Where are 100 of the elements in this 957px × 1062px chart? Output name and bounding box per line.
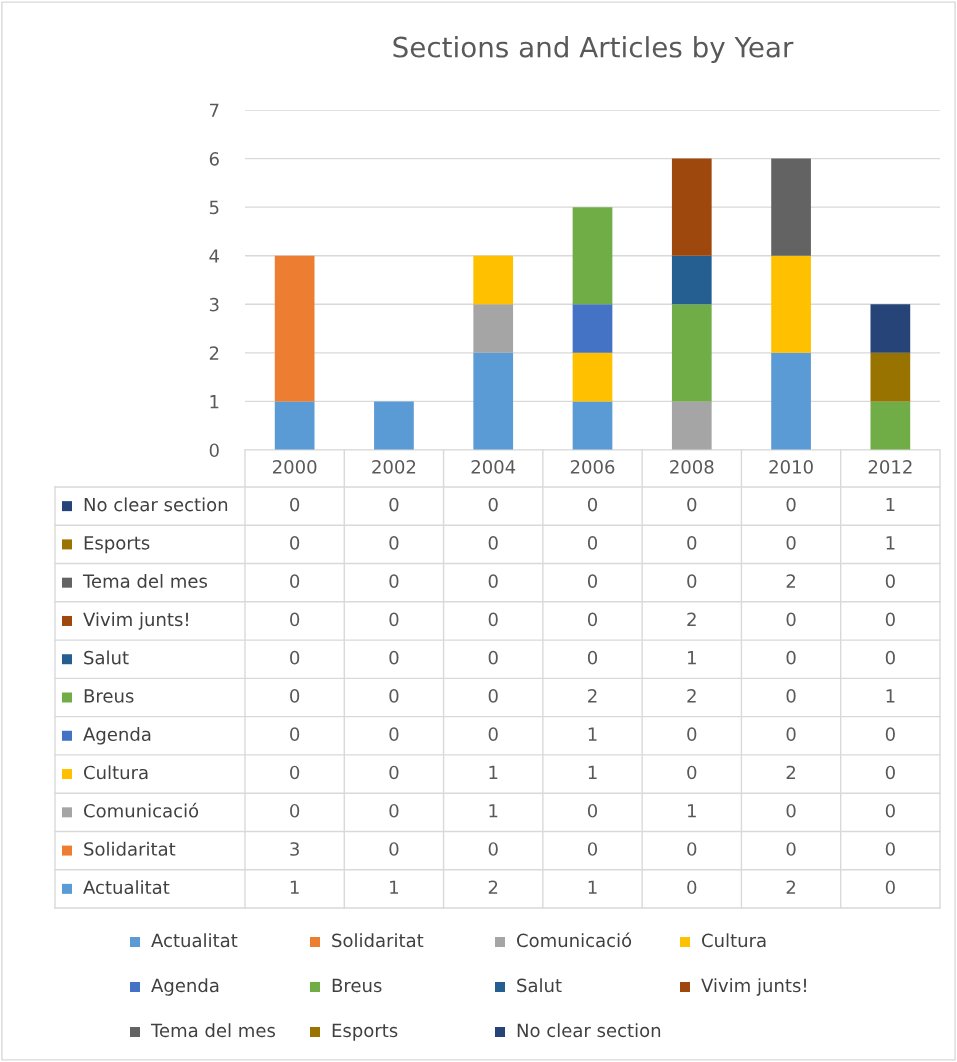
x-tick-label: 2006	[570, 460, 615, 474]
data-label: 2	[786, 880, 796, 894]
data-label: 0	[290, 535, 300, 550]
data-label: 0	[687, 880, 697, 895]
data-label: 0	[687, 535, 697, 550]
bar	[473, 255, 514, 305]
data-label: 2	[786, 574, 796, 588]
bar	[771, 158, 811, 256]
data-label: 1	[688, 651, 696, 665]
legend-label: Actualitat	[83, 880, 170, 895]
data-label: 0	[290, 765, 300, 780]
data-label: 2	[687, 689, 696, 703]
data-label: 0	[389, 689, 399, 703]
data-label: 1	[489, 804, 498, 818]
bar	[771, 255, 811, 353]
data-label: 1	[290, 880, 299, 894]
bar	[274, 401, 315, 450]
text: Actualitat	[151, 933, 238, 948]
bar	[870, 304, 911, 353]
data-label: 0	[389, 765, 399, 780]
chart-title: Sections and Articles by Year	[393, 36, 794, 63]
data-label: 0	[786, 842, 796, 856]
bar	[572, 401, 613, 450]
y-tick-label: 7	[209, 103, 219, 117]
x-tick-label: 2002	[372, 460, 416, 474]
text: Salut	[517, 978, 562, 993]
y-tick-label: 1	[210, 395, 219, 409]
data-label: 0	[488, 535, 498, 550]
text: Agenda	[151, 978, 219, 996]
legend-label: Salut	[84, 650, 129, 665]
bar	[671, 304, 712, 402]
data-label: 0	[389, 535, 399, 550]
legend-label: Vivim junts!	[83, 612, 188, 630]
y-tick-label: 0	[209, 443, 219, 458]
data-label: 1	[588, 880, 597, 894]
data-label: 0	[389, 612, 399, 627]
data-label: 0	[687, 574, 697, 588]
bar	[572, 352, 613, 402]
data-label: 0	[786, 650, 796, 665]
data-label: 0	[885, 803, 895, 818]
data-label: 0	[389, 650, 399, 665]
data-label: 0	[885, 765, 895, 780]
bar	[374, 401, 414, 450]
text: Cultura	[702, 933, 766, 948]
data-label: 0	[488, 727, 498, 742]
data-label: 0	[389, 842, 399, 856]
data-label: 0	[488, 842, 498, 856]
text: No clear section	[517, 1023, 661, 1038]
legend-label: Breus	[84, 689, 134, 703]
y-tick-label: 6	[209, 152, 219, 166]
bar	[671, 255, 712, 305]
x-tick-label: 2012	[868, 460, 912, 474]
text: Solidaritat	[332, 933, 424, 948]
bar	[671, 401, 712, 450]
bar	[870, 352, 911, 402]
data-label: 0	[488, 574, 498, 588]
data-label: 0	[885, 574, 895, 588]
data-label: 0	[290, 803, 300, 818]
data-label: 0	[587, 842, 598, 856]
bar	[473, 352, 514, 450]
y-tick-label: 3	[209, 297, 219, 312]
data-label: 0	[687, 727, 697, 742]
y-tick-label: 2	[209, 346, 219, 360]
bar	[572, 304, 613, 353]
data-label: 0	[290, 727, 300, 742]
data-label: 0	[687, 765, 697, 780]
data-label: 1	[588, 727, 597, 741]
data-label: 1	[489, 765, 498, 780]
data-label: 0	[389, 803, 399, 818]
data-label: 0	[290, 612, 300, 627]
bar	[671, 158, 712, 256]
data-label: 0	[389, 497, 399, 512]
text: Esports	[332, 1023, 398, 1041]
data-label: 1	[886, 689, 895, 703]
legend-label: Esports	[84, 536, 150, 554]
x-tick-label: 2000	[272, 460, 317, 474]
data-label: 1	[588, 765, 597, 780]
data-label: 3	[290, 842, 299, 856]
data-label: 0	[488, 650, 498, 665]
data-label: 0	[587, 803, 598, 818]
data-label: 0	[587, 574, 598, 588]
x-tick-label: 2004	[471, 460, 516, 474]
data-label: 0	[488, 689, 498, 703]
legend-label: Tema del mes	[82, 573, 208, 588]
data-label: 2	[588, 689, 597, 703]
legend-label: No clear section	[84, 497, 228, 512]
data-label: 0	[290, 497, 300, 512]
data-label: 0	[687, 842, 697, 856]
text: Tema del mes	[150, 1023, 276, 1038]
data-label: 0	[290, 574, 300, 588]
bar	[870, 401, 911, 450]
text: Vivim junts!	[701, 978, 806, 996]
data-label: 0	[786, 497, 796, 512]
y-tick-label: 4	[209, 249, 219, 263]
data-label: 1	[688, 804, 696, 818]
data-label: 0	[885, 650, 895, 665]
y-tick-label: 5	[209, 200, 219, 215]
data-label: 1	[886, 497, 895, 512]
data-label: 0	[687, 497, 697, 512]
data-label: 0	[885, 727, 895, 742]
